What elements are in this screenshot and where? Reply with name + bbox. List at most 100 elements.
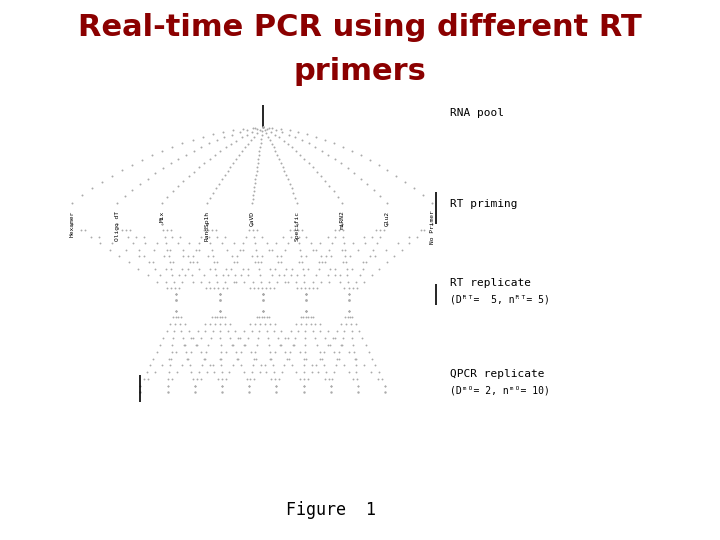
Point bbox=[177, 177, 189, 186]
Point bbox=[165, 159, 176, 167]
Point bbox=[156, 361, 168, 370]
Point bbox=[239, 277, 251, 286]
Point bbox=[225, 334, 236, 342]
Point bbox=[245, 347, 256, 356]
Point bbox=[426, 220, 438, 228]
Point bbox=[214, 290, 225, 299]
Text: Oligo dT: Oligo dT bbox=[114, 211, 120, 241]
Point bbox=[171, 295, 182, 304]
Point bbox=[259, 320, 271, 328]
Point bbox=[194, 368, 205, 377]
Point bbox=[329, 271, 341, 280]
Point bbox=[338, 327, 350, 335]
Point bbox=[348, 347, 360, 356]
Point bbox=[242, 126, 253, 134]
Point bbox=[426, 220, 438, 228]
Point bbox=[300, 284, 311, 292]
Point bbox=[335, 320, 346, 328]
Point bbox=[135, 382, 146, 390]
Point bbox=[346, 327, 357, 335]
Point bbox=[167, 258, 179, 267]
Point bbox=[247, 277, 258, 286]
Point bbox=[343, 290, 355, 299]
Point bbox=[310, 361, 322, 370]
Point bbox=[199, 158, 210, 167]
Point bbox=[178, 341, 189, 349]
Point bbox=[160, 239, 171, 247]
Point bbox=[320, 136, 331, 144]
Point bbox=[164, 258, 176, 267]
Point bbox=[368, 186, 379, 194]
Point bbox=[374, 192, 386, 200]
Point bbox=[349, 354, 361, 363]
Point bbox=[191, 258, 202, 267]
Point bbox=[176, 327, 187, 335]
Point bbox=[254, 126, 266, 134]
Point bbox=[148, 245, 160, 254]
Point bbox=[298, 382, 310, 390]
Point bbox=[325, 382, 336, 390]
Point bbox=[305, 320, 316, 328]
Point bbox=[334, 277, 346, 286]
Point bbox=[249, 124, 261, 133]
Point bbox=[284, 327, 296, 335]
Point bbox=[307, 284, 319, 292]
Point bbox=[269, 347, 281, 356]
Point bbox=[257, 290, 269, 299]
Point bbox=[344, 252, 356, 260]
Point bbox=[305, 239, 317, 247]
Point bbox=[127, 160, 138, 169]
Point bbox=[246, 327, 258, 335]
Point bbox=[266, 123, 277, 132]
Point bbox=[291, 220, 303, 228]
Text: Glu2: Glu2 bbox=[384, 211, 390, 226]
Point bbox=[279, 245, 290, 254]
Point bbox=[257, 123, 269, 131]
Point bbox=[171, 306, 182, 315]
Point bbox=[323, 341, 334, 349]
Point bbox=[156, 198, 168, 207]
Point bbox=[214, 313, 225, 322]
Point bbox=[224, 320, 235, 328]
Point bbox=[120, 226, 132, 235]
Point bbox=[214, 306, 225, 315]
Point bbox=[238, 341, 250, 349]
Point bbox=[216, 382, 228, 390]
Point bbox=[252, 284, 264, 292]
Point bbox=[257, 290, 269, 299]
Point bbox=[235, 334, 246, 342]
Point bbox=[228, 158, 239, 167]
Point bbox=[166, 375, 178, 383]
Point bbox=[209, 284, 220, 292]
Point bbox=[294, 375, 306, 383]
Point bbox=[204, 361, 215, 370]
Point bbox=[292, 226, 304, 235]
Point bbox=[257, 306, 269, 315]
Point bbox=[291, 220, 303, 228]
Point bbox=[311, 167, 323, 176]
Point bbox=[177, 245, 189, 254]
Point bbox=[204, 265, 215, 273]
Point bbox=[207, 226, 218, 235]
Point bbox=[187, 334, 199, 342]
Point bbox=[228, 239, 240, 247]
Point bbox=[160, 277, 171, 286]
Point bbox=[343, 295, 355, 304]
Point bbox=[343, 290, 355, 299]
Point bbox=[174, 271, 185, 280]
Point bbox=[183, 327, 194, 335]
Point bbox=[251, 170, 262, 179]
Point bbox=[186, 368, 197, 377]
Point bbox=[217, 128, 228, 137]
Point bbox=[138, 375, 150, 383]
Text: Mix: Mix bbox=[160, 211, 164, 222]
Point bbox=[174, 233, 186, 241]
Point bbox=[135, 382, 146, 390]
Point bbox=[411, 233, 423, 241]
Point bbox=[257, 290, 269, 299]
Point bbox=[149, 265, 161, 273]
Point bbox=[132, 245, 144, 254]
Point bbox=[328, 347, 340, 356]
Point bbox=[214, 290, 225, 299]
Point bbox=[303, 139, 315, 148]
